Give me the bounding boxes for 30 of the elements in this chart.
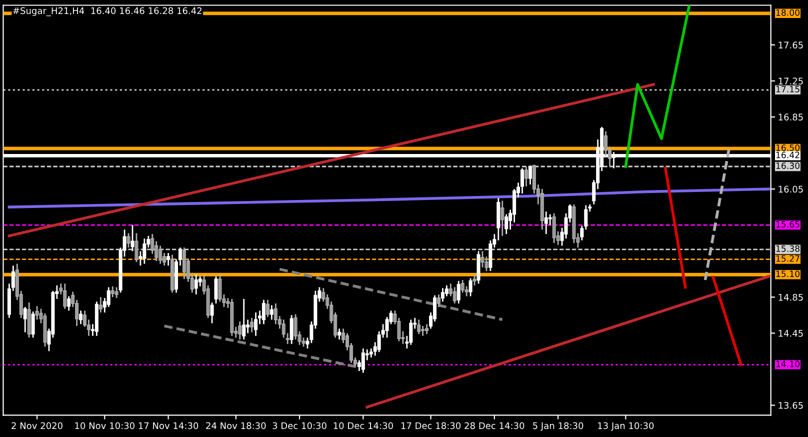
y-tick-label: 16.05 xyxy=(778,186,803,193)
ref-line-label: 15.27 xyxy=(776,255,800,262)
x-tick-label: 10 Dec 14:30 xyxy=(334,422,393,430)
x-tick-label: 10 Nov 10:30 xyxy=(75,422,134,430)
ref-line-label: 15.10 xyxy=(776,270,800,278)
y-tick-label: 17.25 xyxy=(778,78,803,84)
ref-line-label: 17.15 xyxy=(776,86,800,92)
chart-title: #Sugar_H21,H4 16.40 16.46 16.28 16.42 xyxy=(13,7,202,16)
y-tick-label: 14.85 xyxy=(778,294,803,301)
x-tick-label: 5 Jan 18:30 xyxy=(533,422,584,431)
ref-line-label: 15.38 xyxy=(776,245,800,252)
x-tick-label: 17 Nov 14:30 xyxy=(138,422,198,430)
y-tick-label: 16.85 xyxy=(778,114,803,121)
x-tick-label: 3 Dec 10:30 xyxy=(272,422,326,430)
x-tick-label: 13 Jan 10:30 xyxy=(598,422,654,431)
ref-line-label: 16.42 xyxy=(776,152,800,158)
x-tick-label: 2 Nov 2020 xyxy=(12,422,62,430)
x-tick-label: 28 Dec 14:30 xyxy=(464,422,524,430)
y-tick-label: 13.65 xyxy=(778,402,803,409)
y-tick-label: 14.45 xyxy=(778,330,803,337)
ref-line-label: 15.65 xyxy=(776,221,800,228)
y-tick-label: 17.65 xyxy=(778,42,803,48)
ref-line-label: 14.10 xyxy=(776,360,800,368)
ref-line-label: 16.50 xyxy=(776,144,800,151)
line-series xyxy=(8,188,770,208)
x-tick-label: 17 Dec 18:30 xyxy=(401,422,461,430)
ref-line-label: 16.30 xyxy=(776,162,800,169)
line-series xyxy=(624,5,691,168)
ref-line-label: 18.00 xyxy=(776,9,800,16)
x-tick-label: 24 Nov 18:30 xyxy=(206,422,266,430)
